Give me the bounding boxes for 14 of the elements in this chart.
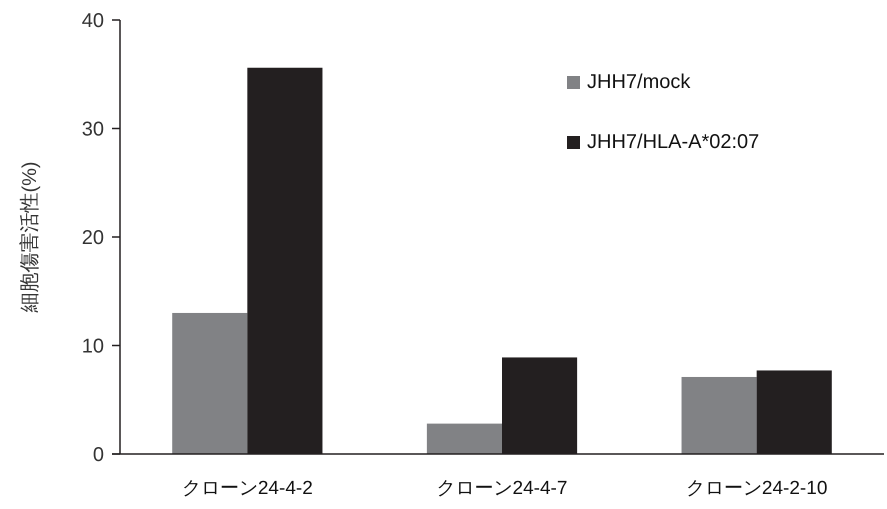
bar (426, 424, 502, 454)
legend-label: JHH7/HLA-A*02:07 (587, 131, 760, 153)
y-tick-label: 30 (82, 118, 104, 140)
y-tick-label: 40 (82, 10, 104, 32)
y-tick-label: 0 (92, 444, 104, 466)
x-tick-label: クローン24-2-10 (686, 478, 828, 499)
y-tick-label: 20 (82, 227, 104, 249)
bar (682, 376, 757, 454)
legend-label: JHH7/mock (587, 71, 692, 93)
y-axis-title: 細胞傷害活性(%) (18, 161, 41, 314)
y-tick-label: 10 (82, 336, 104, 358)
x-tick-label: クローン24-4-7 (436, 478, 568, 499)
bar (172, 312, 248, 454)
x-tick-label: クローン24-4-2 (182, 478, 313, 499)
